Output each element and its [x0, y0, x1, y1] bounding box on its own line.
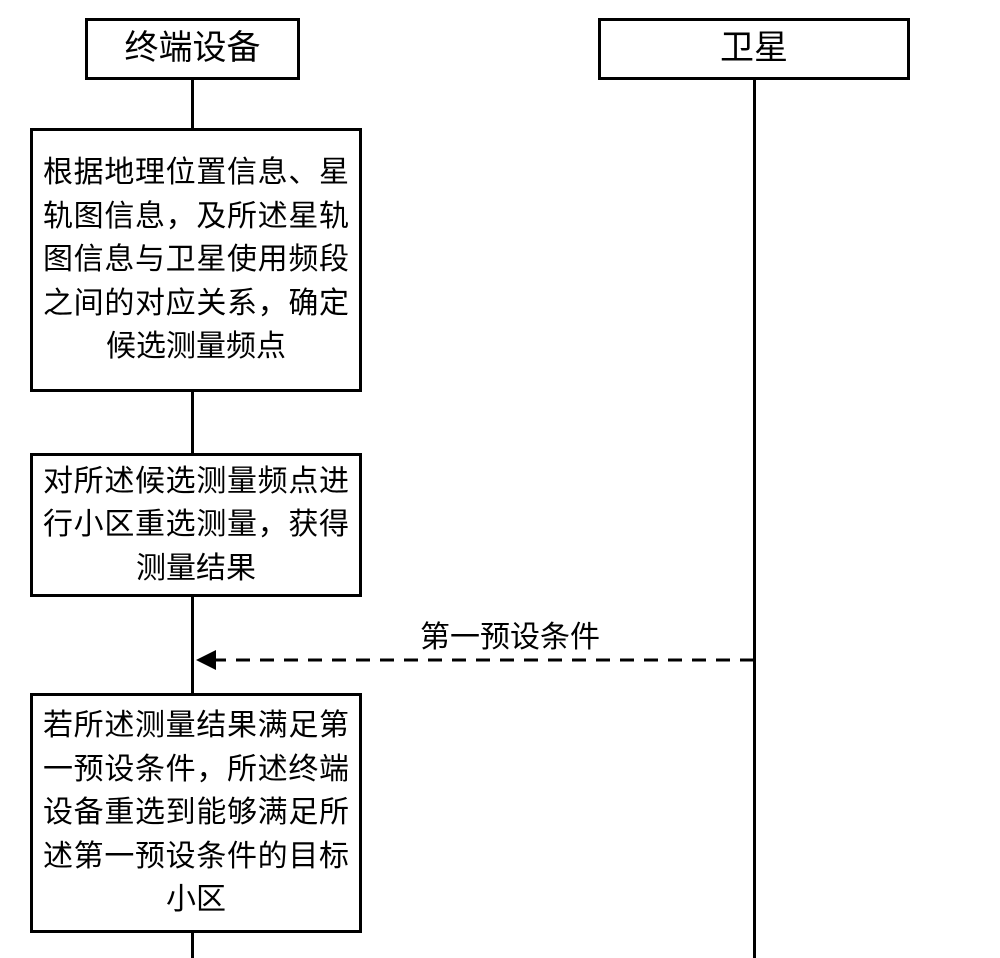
- message-label-text: 第一预设条件: [420, 621, 600, 654]
- diagram-canvas: 终端设备 卫星 根据地理位置信息、星轨图信息，及所述星轨图信息与卫星使用频段之间…: [0, 0, 1000, 958]
- message-label: 第一预设条件: [420, 612, 600, 656]
- message-arrow: [0, 0, 1000, 958]
